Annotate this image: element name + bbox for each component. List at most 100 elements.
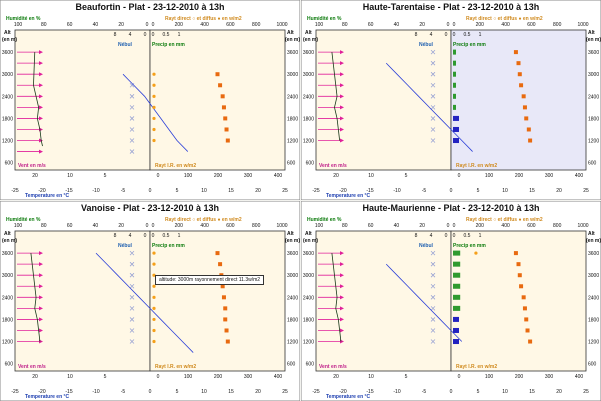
precip-bar [453, 49, 456, 55]
wind-arrow-head [340, 328, 344, 333]
wind-arrow-head [340, 138, 344, 143]
rayt-diffus-point [513, 251, 518, 256]
rayt-tick: 0 [152, 22, 155, 28]
wind-arrow-head [340, 251, 344, 256]
temperature-tick: 25 [583, 188, 589, 194]
wind-arrow-head [340, 295, 344, 300]
temperature-label: Temperature en °C [25, 193, 70, 199]
wind-tick: 20 [333, 173, 339, 179]
humidity-tick: 40 [394, 223, 400, 229]
wind-tick: 20 [32, 173, 38, 179]
humidity-tick: 100 [315, 22, 324, 28]
temperature-label: Temperature en °C [326, 193, 371, 199]
wind-tick: 5 [104, 173, 107, 179]
altitude-tick: 1800 [2, 116, 13, 122]
plot-left [315, 29, 452, 171]
temperature-tick: -25 [11, 188, 18, 194]
temperature-tick: -20 [38, 389, 45, 395]
panel-beaufortin: 100 80 60 40 20 0 0 200 400 600 800 1000 8 4 0 0 0.5 1 360… [0, 0, 300, 200]
alt-label: Alt [4, 231, 11, 237]
altitude-tick: 600 [306, 161, 315, 167]
humidity-tick: 40 [93, 22, 99, 28]
wind-arrow-head [340, 306, 344, 311]
altitude-tick: 2400 [287, 295, 298, 301]
temperature-tick: 0 [450, 188, 453, 194]
altitude-tick: 600 [588, 362, 597, 368]
precip-zero-dot [152, 339, 156, 344]
rayt-ir-tick: 0 [157, 374, 160, 380]
rayt-direct-label: Rayt direct ○ et diffus ● en w/m2 [165, 16, 242, 22]
rayt-direct-label: Rayt direct ○ et diffus ● en w/m2 [165, 217, 242, 223]
humidity-tick: 40 [93, 223, 99, 229]
wind-arrow-head [340, 284, 344, 289]
rayt-tick: 1000 [577, 22, 588, 28]
wind-tick: 5 [405, 374, 408, 380]
altitude-tick: 1200 [588, 139, 599, 145]
rayt-tick: 600 [527, 22, 536, 28]
temperature-tick: 15 [228, 389, 234, 395]
wind-arrow-head [39, 83, 43, 88]
wind-arrow-head [39, 94, 43, 99]
precip-label: Precip en mm [152, 243, 185, 249]
nebul-mark [430, 105, 436, 110]
rayt-ir-tick: 400 [274, 374, 283, 380]
nebul-label: Nébul [419, 42, 433, 48]
precip-tick: 1 [178, 32, 181, 38]
nebul-mark [129, 82, 135, 88]
nebul-tick: 0 [445, 233, 448, 239]
precip-bar [453, 60, 456, 66]
alt-unit-label-right: (en m) [586, 238, 601, 244]
rayt-tick: 200 [476, 223, 485, 229]
nebul-mark [129, 116, 135, 121]
temperature-tick: 15 [228, 188, 234, 194]
nebul-mark [430, 283, 436, 289]
temperature-tick: -20 [339, 389, 346, 395]
nebul-mark [430, 94, 436, 99]
humidity-tick: 80 [41, 223, 47, 229]
precip-bar [453, 71, 456, 77]
rayt-tick: 800 [553, 22, 562, 28]
wind-arrow-head [340, 116, 344, 121]
rayt-tick: 600 [226, 223, 235, 229]
nebul-mark [430, 261, 436, 267]
plot-right [149, 29, 286, 171]
altitude-tick: 3600 [303, 251, 314, 257]
rayt-diffus-point [517, 273, 522, 278]
temperature-line [385, 263, 463, 342]
humidity-tick: 80 [342, 223, 348, 229]
altitude-tick: 2400 [303, 295, 314, 301]
precip-zero-dot [152, 317, 156, 322]
alt-unit-label-right: (en m) [285, 238, 300, 244]
rayt-tick: 1000 [276, 22, 287, 28]
nebul-tick: 8 [114, 32, 117, 38]
humidity-line [30, 253, 41, 342]
nebul-mark [430, 49, 436, 55]
altitude-tick: 600 [588, 161, 597, 167]
rayt-tick: 0 [453, 22, 456, 28]
rayt-diffus-point [220, 94, 225, 99]
altitude-tick: 3600 [287, 50, 298, 56]
temperature-tick: 20 [255, 389, 261, 395]
altitude-tick: 3000 [588, 273, 599, 279]
rayt-diffus-point [519, 284, 524, 289]
altitude-tick: 1800 [588, 116, 599, 122]
wind-arrow-head [340, 94, 344, 99]
wind-arrow-head [39, 50, 43, 55]
rayt-ir-tick: 100 [184, 173, 193, 179]
rayt-diffus-point [516, 262, 521, 267]
precip-zero-dot [152, 262, 156, 266]
temperature-tick: -15 [366, 389, 373, 395]
chart-title: Haute-Tarentaise - Plat - 23-12-2010 à 1… [362, 2, 540, 12]
temperature-tick: 10 [201, 389, 207, 395]
alt-label-right: Alt [287, 30, 294, 36]
wind-arrow-head [39, 284, 43, 289]
chart-title: Beaufortin - Plat - 23-12-2010 à 13h [75, 2, 225, 12]
nebul-mark [129, 306, 135, 311]
precip-bar [453, 250, 461, 256]
temperature-tick: -5 [422, 389, 427, 395]
rayt-tick: 400 [501, 22, 510, 28]
rayt-diffus-point [225, 339, 230, 344]
panel-haute-tarentaise: 100 80 60 40 20 0 0 200 400 600 800 1000 8 4 0 0 0.5 1 360… [301, 0, 601, 200]
